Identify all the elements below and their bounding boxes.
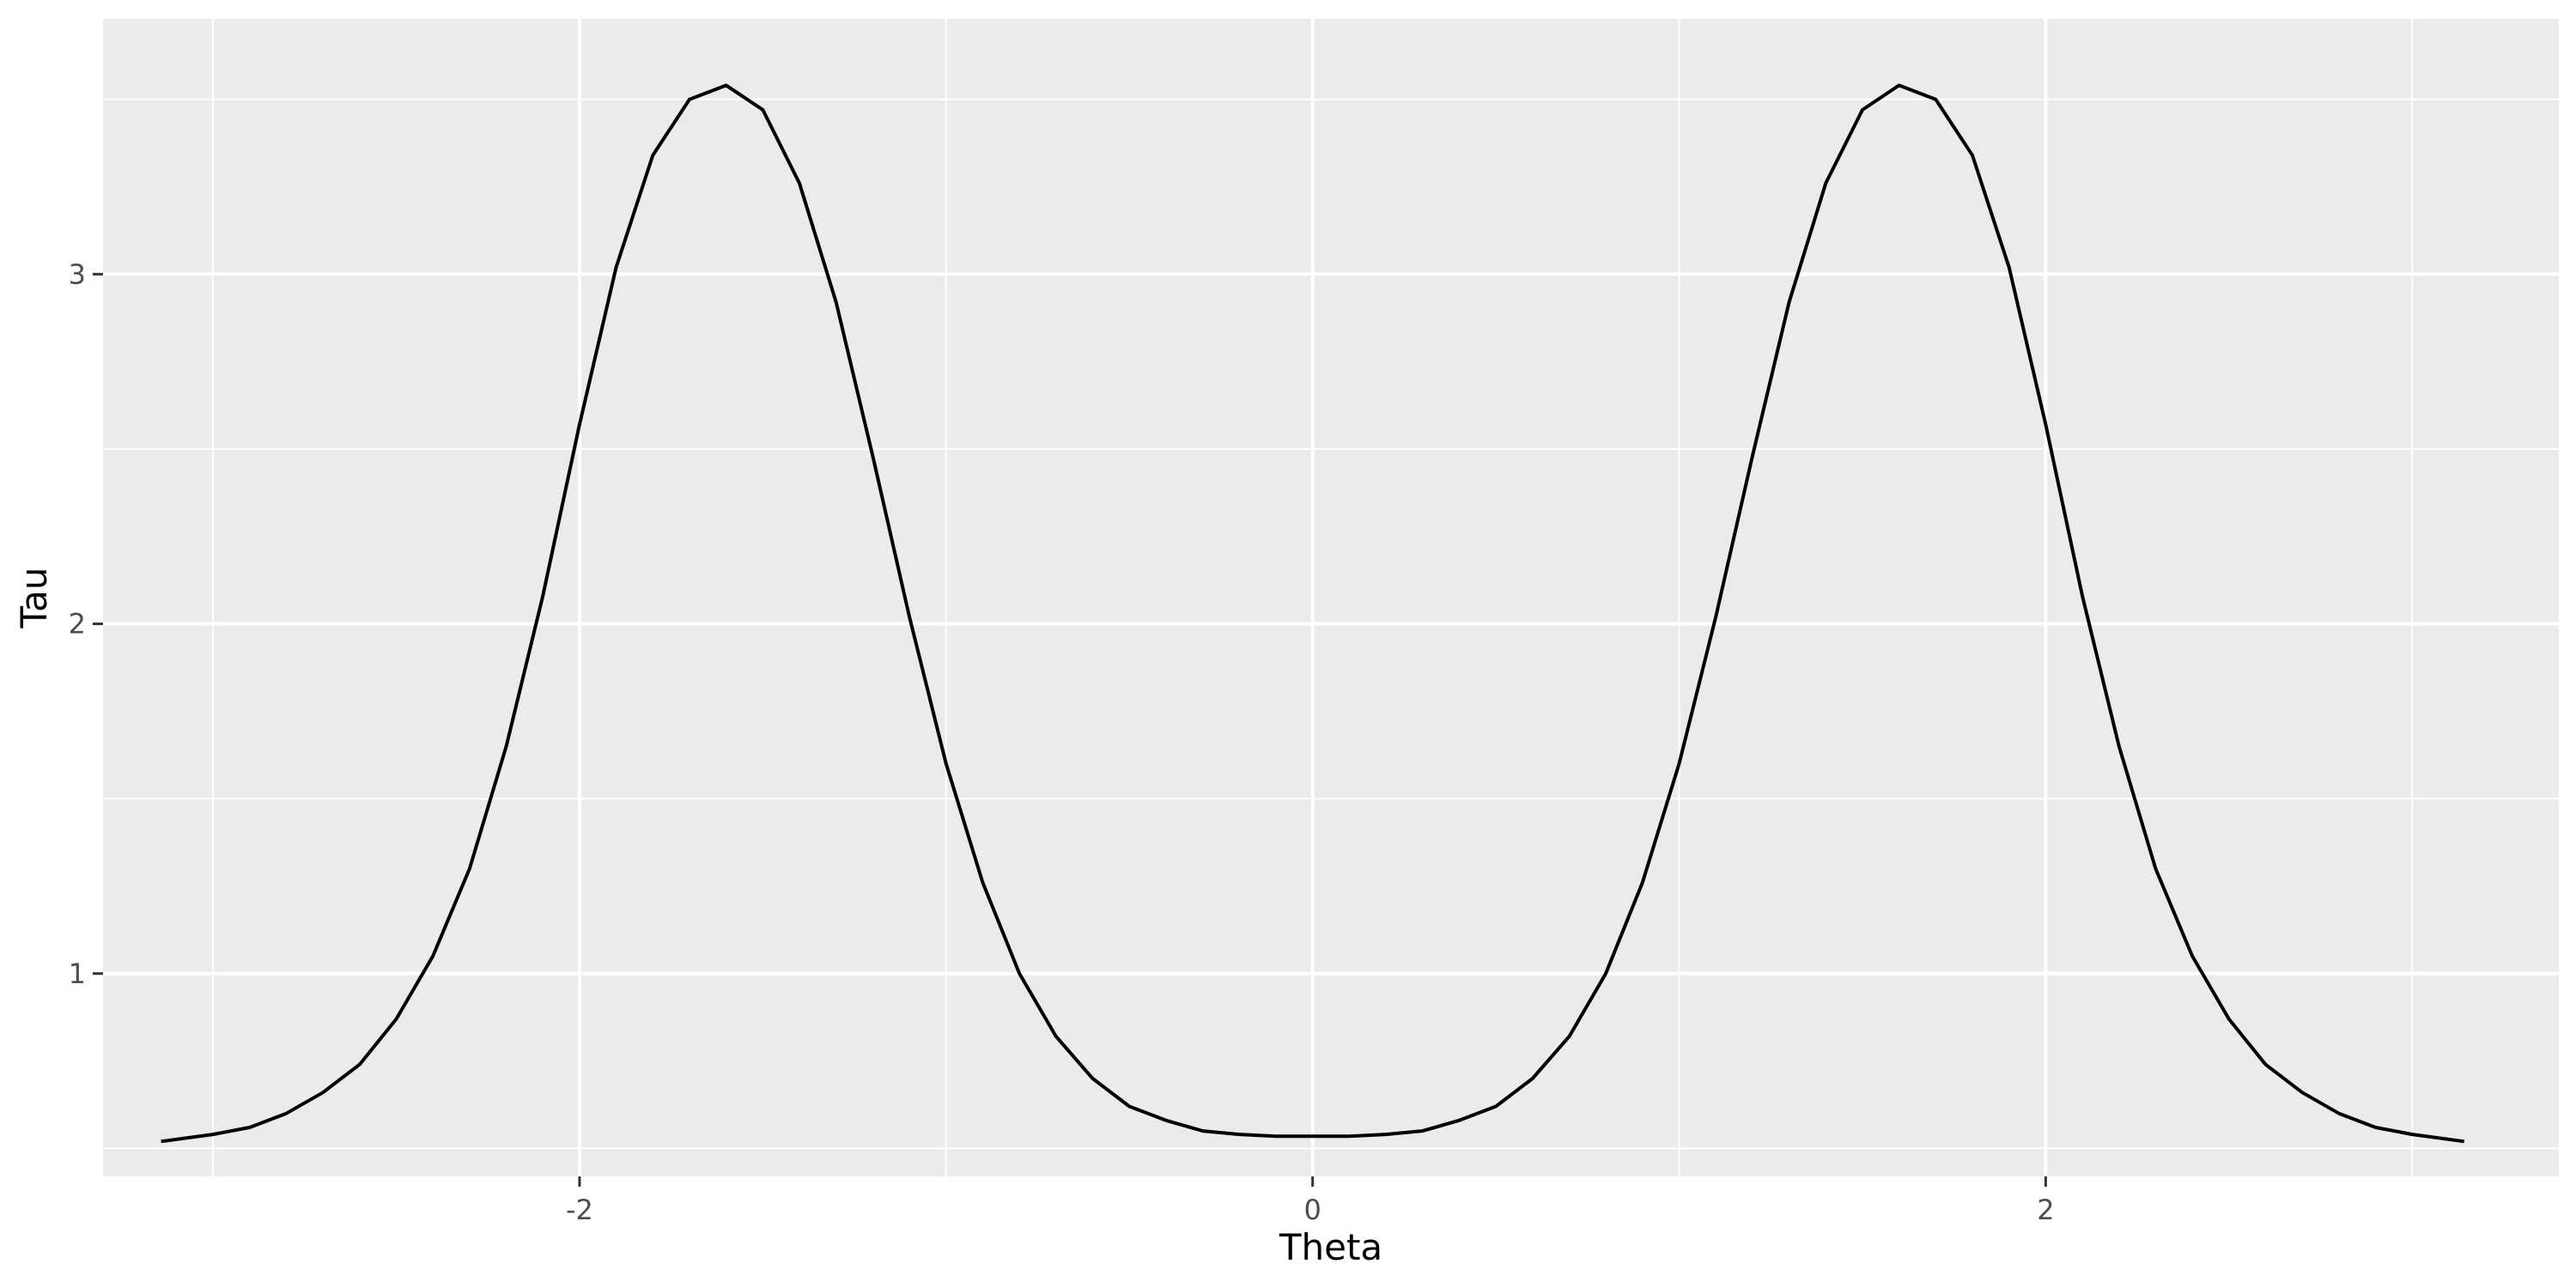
x-tick-label: -2: [566, 1194, 593, 1226]
x-tick-label: 0: [1303, 1194, 1321, 1226]
x-axis-ticks: -2 0 2: [566, 1176, 2055, 1226]
y-axis-ticks: 1 2 3: [69, 258, 103, 990]
minor-gridlines: [103, 19, 2559, 1176]
y-axis-title: Tau: [13, 567, 55, 629]
x-tick-label: 2: [2037, 1194, 2054, 1226]
y-tick-label: 3: [69, 258, 86, 290]
series-line: [161, 83, 2464, 1144]
plot-panel: [103, 19, 2559, 1176]
y-tick-label: 2: [69, 608, 86, 641]
x-axis-title: Theta: [1279, 1226, 1382, 1268]
y-tick-label: 1: [69, 957, 86, 990]
series-layer: [161, 83, 2464, 1144]
major-gridlines: [103, 19, 2559, 1176]
